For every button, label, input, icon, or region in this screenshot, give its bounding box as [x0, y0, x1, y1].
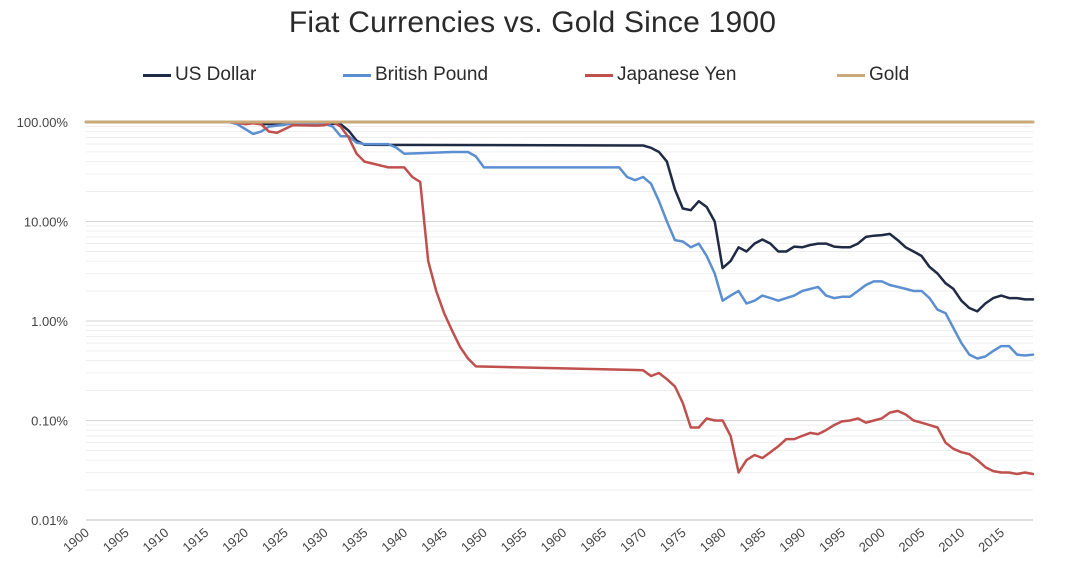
legend-item-gold: Gold — [837, 64, 909, 86]
legend-swatch-us-dollar — [143, 73, 171, 77]
x-tick-label: 1960 — [538, 525, 570, 555]
x-tick-label: 1970 — [617, 525, 649, 555]
legend-label-us-dollar: US Dollar — [175, 64, 257, 85]
x-tick-label: 1950 — [458, 525, 490, 555]
x-tick-label: 1980 — [697, 525, 729, 555]
series-line-british-pound — [84, 120, 1035, 360]
x-tick-label: 1910 — [140, 525, 172, 555]
y-axis-ticks: 100.00% 10.00% 1.00% 0.10% 0.01% — [17, 115, 69, 528]
y-tick-label: 0.10% — [31, 414, 68, 429]
x-tick-label: 1930 — [299, 525, 331, 555]
legend-swatch-japanese-yen — [585, 73, 613, 77]
y-tick-label: 10.00% — [24, 215, 69, 230]
x-tick-label: 1915 — [180, 525, 212, 555]
legend-label-gold: Gold — [869, 64, 910, 85]
series-line-us-dollar — [84, 120, 1035, 313]
x-tick-label: 1945 — [418, 525, 450, 555]
y-tick-label: 100.00% — [17, 115, 69, 130]
x-tick-label: 2000 — [856, 525, 888, 555]
series-line-japanese-yen — [84, 120, 1035, 476]
series-lines — [84, 120, 1035, 476]
legend: US Dollar British Pound Japanese Yen Gol… — [0, 64, 1065, 88]
legend-label-british-pound: British Pound — [375, 64, 489, 85]
legend-item-japanese-yen: Japanese Yen — [585, 64, 736, 86]
x-tick-label: 1905 — [100, 525, 132, 555]
gridlines — [86, 126, 1033, 521]
x-tick-label: 1990 — [776, 525, 808, 555]
x-tick-label: 1940 — [378, 525, 410, 555]
x-tick-label: 1965 — [577, 525, 609, 555]
legend-item-british-pound: British Pound — [343, 64, 488, 86]
x-tick-label: 1920 — [219, 525, 251, 555]
x-tick-label: 1975 — [657, 525, 689, 555]
x-tick-label: 2010 — [936, 525, 968, 555]
chart-title: Fiat Currencies vs. Gold Since 1900 — [288, 6, 777, 39]
x-tick-label: 1955 — [498, 525, 530, 555]
x-tick-label: 1900 — [60, 525, 92, 555]
x-tick-label: 1925 — [259, 525, 291, 555]
x-tick-label: 1985 — [737, 525, 769, 555]
x-tick-label: 2005 — [896, 525, 928, 555]
x-tick-label: 1935 — [339, 525, 371, 555]
x-tick-label: 2015 — [975, 525, 1007, 555]
legend-swatch-british-pound — [343, 73, 371, 77]
y-tick-label: 1.00% — [31, 314, 68, 329]
legend-swatch-gold — [837, 73, 865, 77]
legend-item-us-dollar: US Dollar — [143, 64, 256, 86]
x-tick-label: 1995 — [816, 525, 848, 555]
y-tick-label: 0.01% — [31, 513, 68, 528]
x-axis-ticks: 1900 1905 1910 1915 1920 1925 1930 1935 1940 1945… — [60, 525, 1007, 555]
legend-label-japanese-yen: Japanese Yen — [617, 64, 737, 85]
